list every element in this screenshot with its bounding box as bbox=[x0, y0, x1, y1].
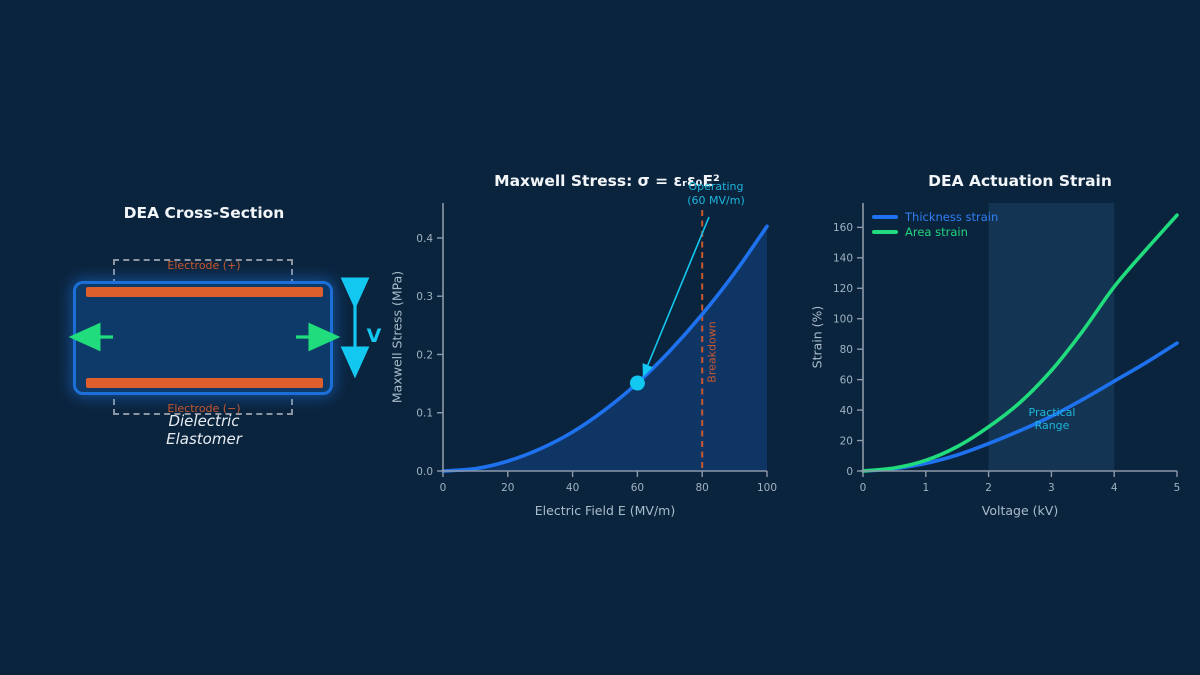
stress-curve bbox=[441, 224, 769, 473]
thickness-strain-label: Thickness strain bbox=[905, 209, 999, 224]
thickness-strain-swatch bbox=[872, 214, 898, 219]
y-tick-label: 20 bbox=[840, 435, 853, 447]
maxwell-chart: 0 20 40 60 80 100 0.0 0.1 0.2 0.3 0.4 bbox=[416, 203, 777, 494]
x-tick-label: 20 bbox=[501, 482, 514, 494]
electrode-positive-label: Electrode (+) bbox=[167, 259, 241, 272]
area-strain-swatch bbox=[872, 229, 898, 234]
electrode-top-bar bbox=[86, 287, 323, 297]
y-tick-label: 0 bbox=[846, 466, 853, 478]
legend-row-area: Area strain bbox=[872, 224, 998, 239]
y-tick-label: 60 bbox=[840, 374, 853, 386]
x-tick-label: 40 bbox=[566, 482, 579, 494]
x-tick-label: 60 bbox=[631, 482, 644, 494]
y-tick-label: 0.1 bbox=[416, 408, 433, 420]
x-tick-label: 0 bbox=[860, 482, 867, 494]
operating-annotation-line1: Operating bbox=[688, 180, 744, 193]
y-tick-label: 0.0 bbox=[416, 466, 433, 478]
operating-point-marker bbox=[629, 375, 645, 391]
y-tick-label: 40 bbox=[840, 405, 853, 417]
practical-range-line1: Practical bbox=[1028, 406, 1076, 419]
strain-legend: Thickness strain Area strain bbox=[872, 209, 998, 239]
y-tick-label: 80 bbox=[840, 344, 853, 356]
electrode-negative-label: Electrode (−) bbox=[167, 402, 241, 415]
dea-cross-section-panel: DEA Cross-Section Electrode (+) Electrod… bbox=[0, 0, 382, 675]
x-tick-label: 0 bbox=[440, 482, 447, 494]
practical-range-annotation: Practical Range bbox=[1029, 406, 1076, 432]
y-tick-label: 0.3 bbox=[416, 291, 433, 303]
strain-chart-title: DEA Actuation Strain bbox=[928, 172, 1112, 190]
strain-yaxis-label: Strain (%) bbox=[809, 305, 825, 369]
area-strain-curve bbox=[861, 213, 1179, 473]
material-label: Dielectric Elastomer bbox=[166, 412, 242, 448]
voltage-label: V bbox=[366, 325, 382, 347]
y-tick-label: 120 bbox=[833, 283, 853, 295]
practical-range-band bbox=[988, 203, 1115, 471]
x-tick-label: 3 bbox=[1048, 482, 1055, 494]
electrode-bottom-bar bbox=[86, 378, 323, 388]
cross-section-title: DEA Cross-Section bbox=[123, 204, 285, 222]
operating-arrow bbox=[642, 216, 710, 377]
x-tick-label: 5 bbox=[1174, 482, 1181, 494]
x-tick-label: 80 bbox=[696, 482, 709, 494]
maxwell-yaxis-label: Maxwell Stress (MPa) bbox=[389, 270, 405, 404]
maxwell-chart-title: Maxwell Stress: σ = εᵣε₀E² bbox=[494, 172, 720, 190]
strain-chart: 0 1 2 3 4 5 0 20 40 60 80 100 120 140 160 bbox=[833, 203, 1181, 494]
operating-annotation-line2: (60 MV/m) bbox=[687, 194, 745, 207]
area-strain-label: Area strain bbox=[905, 224, 968, 239]
legend-row-thickness: Thickness strain bbox=[872, 209, 998, 224]
actuation-strain-panel: DEA Actuation Strain 0 1 2 3 4 5 0 20 40 60 80 100 1… bbox=[800, 0, 1200, 675]
maxwell-stress-panel: Maxwell Stress: σ = εᵣε₀E² 0 20 40 60 80 100 0… bbox=[380, 0, 800, 675]
x-tick-label: 1 bbox=[922, 482, 929, 494]
y-tick-label: 100 bbox=[833, 314, 853, 326]
operating-annotation: Operating (60 MV/m) bbox=[687, 180, 745, 208]
elastomer-body bbox=[73, 281, 333, 395]
stress-area-fill bbox=[443, 226, 767, 471]
y-tick-label: 160 bbox=[833, 222, 853, 234]
strain-xaxis-label: Voltage (kV) bbox=[981, 503, 1059, 518]
x-tick-label: 2 bbox=[985, 482, 992, 494]
y-tick-label: 140 bbox=[833, 253, 853, 265]
material-label-line1: Dielectric bbox=[168, 412, 240, 430]
practical-range-line2: Range bbox=[1034, 419, 1070, 432]
x-tick-label: 100 bbox=[757, 482, 777, 494]
material-label-line2: Elastomer bbox=[166, 429, 242, 448]
thickness-strain-curve bbox=[861, 341, 1179, 473]
x-tick-label: 4 bbox=[1111, 482, 1118, 494]
y-tick-label: 0.4 bbox=[416, 233, 433, 245]
y-tick-label: 0.2 bbox=[416, 349, 433, 361]
expansion-arrows bbox=[68, 277, 370, 379]
breakdown-annotation: Breakdown bbox=[705, 321, 719, 383]
maxwell-xaxis-label: Electric Field E (MV/m) bbox=[534, 503, 676, 518]
